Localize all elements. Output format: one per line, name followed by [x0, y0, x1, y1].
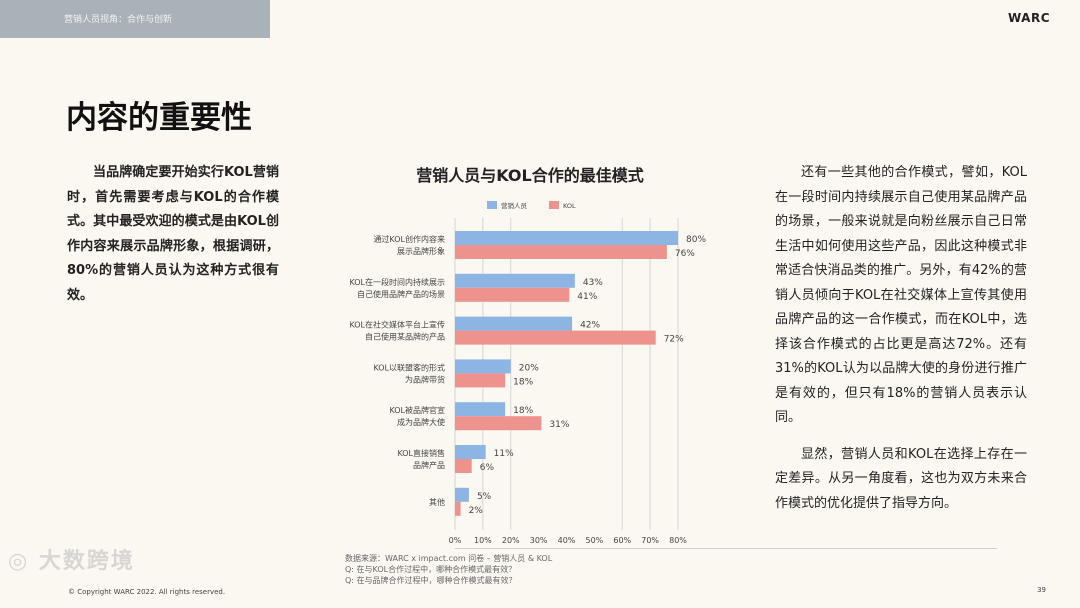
data-label: 2% [469, 506, 484, 516]
data-label: 72% [664, 335, 684, 345]
bar-kol [455, 330, 656, 345]
copyright: © Copyright WARC 2022. All rights reserv… [68, 588, 226, 596]
warc-logo: WARC [1007, 11, 1050, 25]
x-tick-label: 60% [613, 536, 631, 545]
category-label: 展示品牌形象 [397, 246, 445, 256]
data-label: 76% [675, 249, 695, 259]
page-title: 内容的重要性 [66, 100, 252, 136]
bar-kol [455, 501, 461, 516]
x-tick-label: 30% [530, 536, 548, 545]
watermark-logo: ◎ 大数跨境 [8, 548, 135, 576]
category-label: 自己使用某品牌的产品 [365, 332, 445, 342]
divider [455, 548, 997, 549]
bar-marketer [455, 445, 486, 459]
data-label: 31% [549, 420, 569, 430]
body-paragraph: 显然，营销人员和KOL在选择上存在一定差异。从另一角度看，这也为双方未来合作模式… [775, 446, 1027, 511]
data-label: 6% [480, 463, 495, 473]
data-label: 20% [519, 363, 539, 373]
x-tick-label: 40% [558, 536, 576, 545]
data-label: 11% [494, 449, 514, 459]
bar-marketer [455, 231, 678, 245]
source-line: 数据来源：WARC x impact.com 问卷 – 营销人员 & KOL [345, 554, 553, 563]
x-tick-label: 10% [474, 536, 492, 545]
data-label: 42% [580, 321, 600, 331]
category-label: KOL在社交媒体平台上宣传 [349, 320, 445, 330]
x-tick-label: 20% [502, 536, 520, 545]
category-label: 成为品牌大使 [397, 417, 445, 427]
x-tick-label: 50% [585, 536, 603, 545]
body-text: 还有一些其他的合作模式，譬如，KOL在一段时间内持续展示自己使用某品牌产品的场景… [775, 161, 1027, 528]
page-number: 39 [1037, 586, 1046, 594]
x-tick-label: 80% [669, 536, 687, 545]
x-tick-label: 70% [641, 536, 659, 545]
data-label: 41% [577, 292, 597, 302]
bar-kol [455, 416, 542, 431]
bar-kol [455, 459, 472, 473]
source-note: 数据来源：WARC x impact.com 问卷 – 营销人员 & KOL Q… [345, 553, 552, 586]
data-label: 80% [686, 235, 706, 245]
bar-marketer [455, 359, 511, 374]
section-banner: 营销人员视角：合作与创新 [0, 0, 270, 38]
category-label: KOL在一段时间内持续展示 [349, 277, 445, 287]
category-label: KOL被品牌官宣 [389, 405, 445, 415]
data-label: 5% [477, 492, 492, 502]
bar-kol [455, 245, 667, 259]
bar-marketer [455, 487, 469, 502]
bar-marketer [455, 316, 573, 331]
x-tick-label: 0% [449, 536, 462, 545]
legend-swatch [487, 201, 497, 209]
data-label: 18% [513, 406, 533, 416]
bar-kol [455, 373, 506, 388]
watermark-symbol-icon: ◎ [8, 549, 39, 574]
section-label: 营销人员视角：合作与创新 [64, 15, 173, 25]
category-label: 为品牌带货 [405, 374, 445, 384]
bar-marketer [455, 273, 575, 288]
category-label: KOL直接销售 [397, 448, 445, 458]
category-label: KOL以联盟客的形式 [373, 362, 445, 372]
data-label: 43% [583, 278, 603, 288]
chart-title: 营销人员与KOL合作的最佳模式 [416, 166, 644, 185]
source-line: Q: 在与KOL合作过程中，哪种合作模式最有效？ [345, 565, 517, 574]
intro-paragraph: 当品牌确定要开始实行KOL营销时，首先需要考虑与KOL的合作模式。其中最受欢迎的… [67, 165, 279, 303]
body-paragraph: 还有一些其他的合作模式，譬如，KOL在一段时间内持续展示自己使用某品牌产品的场景… [775, 165, 1027, 425]
source-line: Q: 在与品牌合作过程中，哪种合作模式最有效？ [345, 576, 517, 585]
bar-marketer [455, 402, 506, 417]
category-label: 自己使用品牌产品的场景 [357, 289, 445, 299]
legend-label: KOL [563, 202, 576, 210]
category-label: 其他 [429, 497, 445, 507]
category-label: 品牌产品 [413, 460, 445, 470]
watermark-text: 大数跨境 [38, 549, 135, 574]
data-label: 18% [513, 377, 533, 387]
legend-swatch [549, 201, 559, 209]
legend-label: 营销人员 [501, 201, 528, 210]
category-label: 通过KOL创作内容来 [373, 234, 445, 244]
bar-kol [455, 287, 570, 302]
